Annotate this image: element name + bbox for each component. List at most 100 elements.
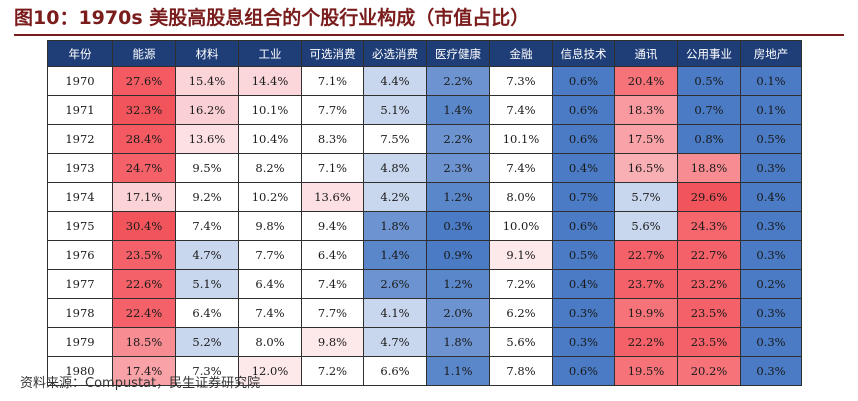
table-row: 1974 17.1% 9.2% 10.2% 13.6% 4.2% 1.2% 8.0% 0.7% 5… [47, 182, 802, 212]
value-cell: 14.4% [238, 66, 302, 96]
value-cell: 16.5% [614, 153, 678, 183]
value-cell: 8.0% [238, 327, 302, 357]
year-cell: 1979 [47, 327, 113, 357]
value-cell: 6.4% [175, 298, 239, 328]
table-row: 1979 18.5% 5.2% 8.0% 9.8% 4.7% 1.8% 5.6% 0.3% 22.… [47, 327, 802, 357]
value-cell: 18.3% [614, 95, 678, 125]
value-cell: 1.8% [363, 211, 427, 241]
value-cell: 1.8% [426, 327, 490, 357]
value-cell: 8.0% [489, 182, 553, 212]
table-row: 1970 27.6% 15.4% 14.4% 7.1% 4.4% 2.2% 7.3% 0.6% 2… [47, 66, 802, 96]
value-cell: 17.1% [112, 182, 176, 212]
value-cell: 5.6% [614, 211, 678, 241]
table-row: 1975 30.4% 7.4% 9.8% 9.4% 1.8% 0.3% 10.0% 0.6% 5.… [47, 211, 802, 241]
value-cell: 9.8% [238, 211, 302, 241]
value-cell: 30.4% [112, 211, 176, 241]
value-cell: 4.7% [175, 240, 239, 270]
year-cell: 1970 [47, 66, 113, 96]
value-cell: 0.3% [740, 153, 802, 183]
value-cell: 23.2% [677, 269, 741, 299]
value-cell: 23.5% [677, 327, 741, 357]
column-header: 医疗健康 [426, 40, 490, 67]
value-cell: 4.1% [363, 298, 427, 328]
year-cell: 1973 [47, 153, 113, 183]
value-cell: 0.4% [740, 182, 802, 212]
value-cell: 22.6% [112, 269, 176, 299]
industry-composition-table: 年份 能源 材料 工业 可选消费 必选消费 医疗健康 金融 信息技术 通讯 公用事业 房地产 1970… [47, 40, 802, 386]
value-cell: 23.5% [112, 240, 176, 270]
value-cell: 22.2% [614, 327, 678, 357]
value-cell: 24.3% [677, 211, 741, 241]
value-cell: 0.6% [552, 211, 615, 241]
column-header: 金融 [489, 40, 553, 67]
value-cell: 7.8% [489, 356, 553, 386]
value-cell: 7.2% [489, 269, 553, 299]
value-cell: 15.4% [175, 66, 239, 96]
figure-title: 图10：1970s 美股高股息组合的个股行业构成（市值占比） [14, 7, 530, 29]
value-cell: 9.1% [489, 240, 553, 270]
value-cell: 6.4% [301, 240, 364, 270]
value-cell: 0.9% [426, 240, 490, 270]
value-cell: 19.9% [614, 298, 678, 328]
value-cell: 4.7% [363, 327, 427, 357]
value-cell: 5.1% [363, 95, 427, 125]
column-header: 能源 [112, 40, 176, 67]
value-cell: 0.3% [740, 240, 802, 270]
value-cell: 0.6% [552, 356, 615, 386]
value-cell: 0.5% [740, 124, 802, 154]
value-cell: 1.1% [426, 356, 490, 386]
value-cell: 5.6% [489, 327, 553, 357]
value-cell: 0.6% [552, 66, 615, 96]
value-cell: 10.1% [238, 95, 302, 125]
value-cell: 20.2% [677, 356, 741, 386]
value-cell: 22.7% [614, 240, 678, 270]
table-row: 1977 22.6% 5.1% 6.4% 7.4% 2.6% 1.2% 7.2% 0.4% 23.… [47, 269, 802, 299]
title-underline [14, 34, 844, 36]
value-cell: 0.8% [677, 124, 741, 154]
value-cell: 29.6% [677, 182, 741, 212]
value-cell: 9.4% [301, 211, 364, 241]
value-cell: 8.2% [238, 153, 302, 183]
value-cell: 7.4% [238, 298, 302, 328]
value-cell: 0.6% [552, 124, 615, 154]
source-note: 资料来源：Compustat，民生证券研究院 [20, 376, 261, 391]
value-cell: 27.6% [112, 66, 176, 96]
table-body: 1970 27.6% 15.4% 14.4% 7.1% 4.4% 2.2% 7.3% 0.6% 2… [47, 66, 802, 386]
column-header: 通讯 [614, 40, 678, 67]
value-cell: 13.6% [301, 182, 364, 212]
column-header: 必选消费 [363, 40, 427, 67]
value-cell: 4.4% [363, 66, 427, 96]
value-cell: 0.3% [740, 356, 802, 386]
value-cell: 0.3% [740, 211, 802, 241]
value-cell: 16.2% [175, 95, 239, 125]
header-row: 年份 能源 材料 工业 可选消费 必选消费 医疗健康 金融 信息技术 通讯 公用事业 房地产 [47, 40, 802, 67]
column-header: 工业 [238, 40, 302, 67]
value-cell: 10.2% [238, 182, 302, 212]
value-cell: 10.1% [489, 124, 553, 154]
value-cell: 23.7% [614, 269, 678, 299]
value-cell: 0.3% [426, 211, 490, 241]
value-cell: 10.4% [238, 124, 302, 154]
column-header: 信息技术 [552, 40, 615, 67]
value-cell: 2.6% [363, 269, 427, 299]
year-cell: 1971 [47, 95, 113, 125]
value-cell: 0.3% [740, 327, 802, 357]
value-cell: 0.6% [552, 95, 615, 125]
value-cell: 5.2% [175, 327, 239, 357]
column-header: 材料 [175, 40, 239, 67]
value-cell: 1.2% [426, 269, 490, 299]
year-cell: 1974 [47, 182, 113, 212]
value-cell: 1.4% [363, 240, 427, 270]
value-cell: 9.2% [175, 182, 239, 212]
value-cell: 6.4% [238, 269, 302, 299]
value-cell: 7.3% [489, 66, 553, 96]
value-cell: 0.1% [740, 66, 802, 96]
value-cell: 5.7% [614, 182, 678, 212]
value-cell: 2.3% [426, 153, 490, 183]
value-cell: 7.5% [363, 124, 427, 154]
column-header: 房地产 [740, 40, 802, 67]
value-cell: 7.7% [238, 240, 302, 270]
value-cell: 7.2% [301, 356, 364, 386]
value-cell: 7.7% [301, 298, 364, 328]
year-cell: 1978 [47, 298, 113, 328]
